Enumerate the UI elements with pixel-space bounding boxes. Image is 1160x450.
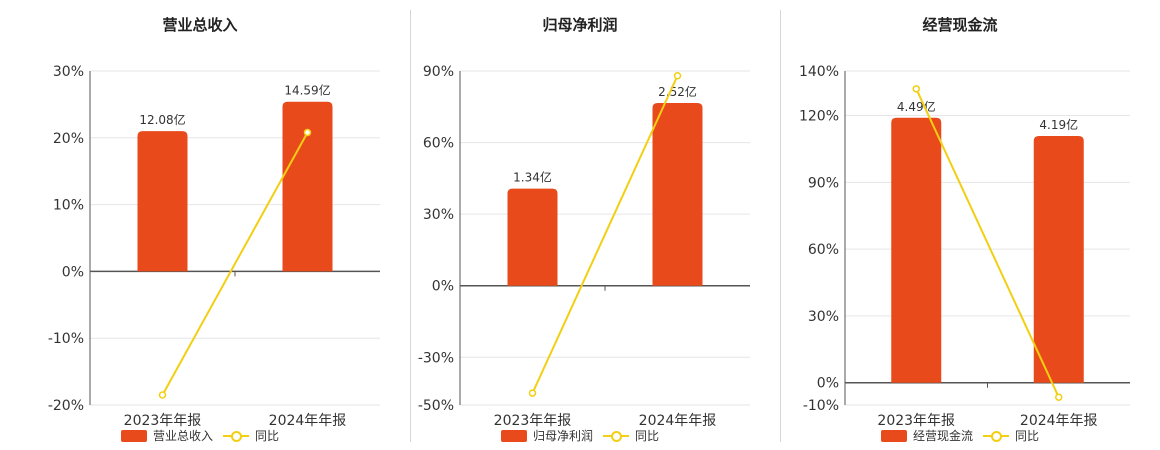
yoy-point xyxy=(912,85,920,93)
x-tick-label: 2024年年报 xyxy=(1020,413,1098,429)
y-tick-label: 90% xyxy=(808,175,839,191)
y-tick-label: -30% xyxy=(418,350,454,366)
y-tick-label: -10% xyxy=(48,331,84,347)
chart-title: 经营现金流 xyxy=(922,16,998,34)
y-tick-label: 30% xyxy=(53,64,84,80)
x-tick-label: 2023年年报 xyxy=(877,413,955,429)
y-tick-label: 0% xyxy=(62,264,84,280)
y-tick-label: 0% xyxy=(432,279,454,295)
legend-bar-label: 经营现金流 xyxy=(912,429,973,443)
revenue-chart: 30% 20% 10% 0% -10% -20% 12.08亿 14.59亿 2023年年报 20… xyxy=(48,64,380,429)
chart-panel-net-profit: 归母净利润 90% 60% 30% 0% -30% -50% 1.34亿 2.52亿 2023年… xyxy=(380,0,780,450)
legend-bar-label: 营业总收入 xyxy=(152,429,213,443)
bar-value-label: 1.34亿 xyxy=(513,170,552,185)
chart-title: 归母净利润 xyxy=(542,16,618,34)
y-tick-label: 90% xyxy=(423,64,454,80)
panel-divider xyxy=(780,10,781,442)
legend-bar-swatch xyxy=(500,429,527,442)
y-tick-label: -50% xyxy=(418,398,454,414)
net-profit-chart: 90% 60% 30% 0% -30% -50% 1.34亿 2.52亿 2023年年报 2024… xyxy=(418,64,750,429)
yoy-point xyxy=(673,72,682,80)
legend-bar-swatch xyxy=(880,429,907,442)
operating-cash-flow-chart: 140% 120% 90% 60% 30% 0% -10% 4.49亿 4.19亿 2023年年报… xyxy=(799,64,1130,429)
y-tick-label: -20% xyxy=(48,398,84,414)
yoy-point xyxy=(303,128,312,137)
legend-line-label: 同比 xyxy=(635,429,660,443)
x-tick-label: 2023年年报 xyxy=(124,413,202,429)
panel-divider xyxy=(410,10,411,442)
legend-bar-swatch xyxy=(120,429,147,442)
legend-bar-label: 归母净利润 xyxy=(532,429,593,443)
yoy-point xyxy=(1055,393,1063,401)
bar-value-label: 12.08亿 xyxy=(139,112,185,127)
y-tick-label: 140% xyxy=(799,64,839,80)
bar xyxy=(507,188,558,286)
bar xyxy=(137,131,188,272)
bar-value-label: 2.52亿 xyxy=(658,84,697,99)
chart-title: 营业总收入 xyxy=(162,16,238,34)
bar-value-label: 4.19亿 xyxy=(1039,117,1078,132)
yoy-point xyxy=(528,389,537,397)
y-tick-label: 60% xyxy=(808,242,839,258)
bar-value-label: 14.59亿 xyxy=(284,83,330,98)
y-tick-label: -10% xyxy=(803,398,839,414)
y-tick-label: 10% xyxy=(53,198,84,214)
yoy-line xyxy=(915,88,1060,398)
y-tick-label: 60% xyxy=(423,136,454,152)
legend-line-swatch xyxy=(223,430,249,442)
legend-line-label: 同比 xyxy=(1015,429,1040,443)
legend-line-swatch xyxy=(983,430,1009,442)
chart-panel-operating-cash-flow: 经营现金流 140% 120% 90% 60% 30% 0% -10% 4.49亿 4.19亿 2… xyxy=(760,0,1160,450)
legend-line-label: 同比 xyxy=(255,429,280,443)
bar-value-label: 4.49亿 xyxy=(897,99,936,114)
yoy-line xyxy=(531,75,679,394)
chart-panel-revenue: 营业总收入 30% 20% 10% 0% -10% -20% 12.08亿 14.59亿 202… xyxy=(0,0,400,450)
y-tick-label: 30% xyxy=(808,309,839,325)
y-tick-label: 20% xyxy=(53,131,84,147)
bar xyxy=(1033,136,1084,383)
legend: 归母净利润 同比 xyxy=(380,427,780,444)
yoy-point xyxy=(158,391,167,399)
y-tick-label: 120% xyxy=(799,109,839,125)
yoy-line xyxy=(161,131,309,396)
y-tick-label: 0% xyxy=(817,376,839,392)
bar xyxy=(282,101,333,272)
x-tick-label: 2024年年报 xyxy=(269,413,347,429)
y-tick-label: 30% xyxy=(423,207,454,223)
bar xyxy=(891,117,942,383)
legend: 经营现金流 同比 xyxy=(760,427,1160,444)
x-tick-label: 2024年年报 xyxy=(639,413,717,429)
legend-line-swatch xyxy=(603,430,629,442)
legend: 营业总收入 同比 xyxy=(0,427,400,444)
bar xyxy=(652,102,703,286)
x-tick-label: 2023年年报 xyxy=(494,413,572,429)
